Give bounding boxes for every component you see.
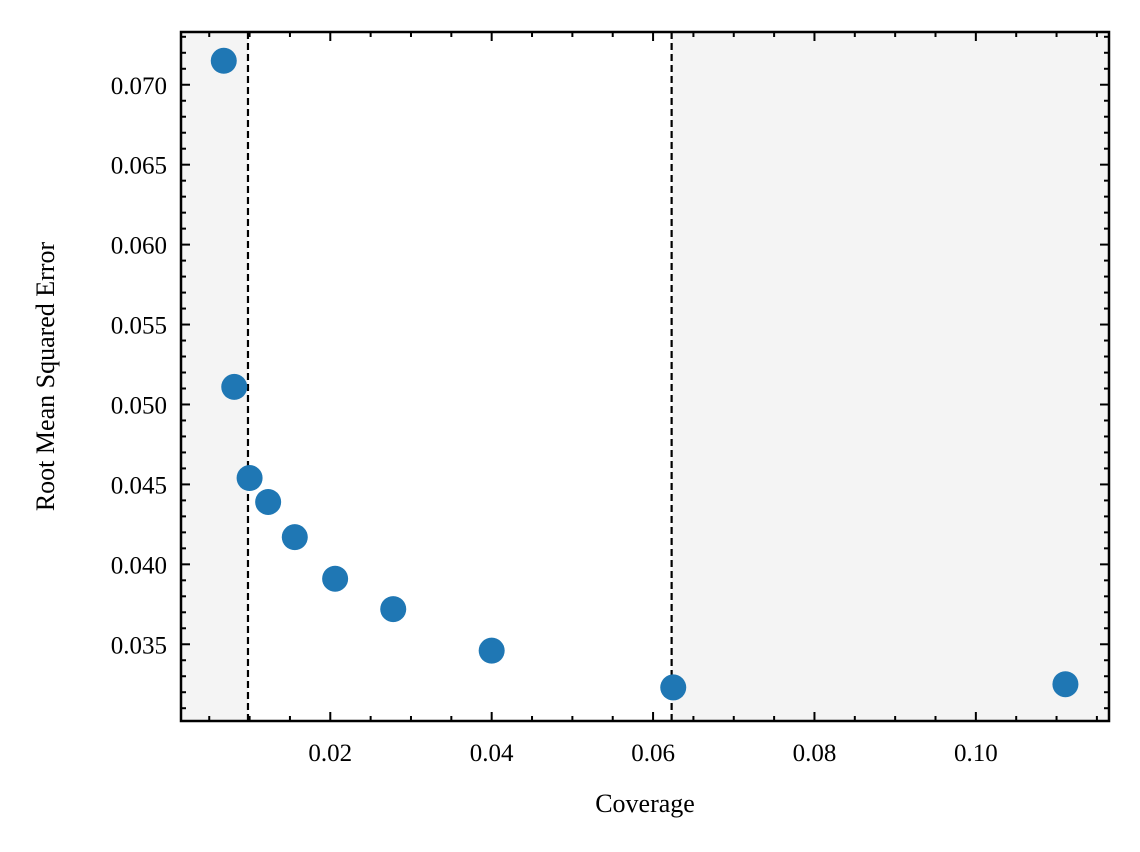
x-tick-label: 0.08 xyxy=(793,740,837,767)
threshold-lines xyxy=(246,32,673,721)
data-point xyxy=(236,465,263,492)
data-point xyxy=(380,596,407,623)
y-tick-label: 0.035 xyxy=(111,632,167,659)
data-points xyxy=(210,47,1079,701)
data-point xyxy=(221,373,248,400)
y-tick-label: 0.050 xyxy=(111,392,167,419)
x-axis-title: Coverage xyxy=(595,789,695,818)
x-tick-label: 0.10 xyxy=(954,740,998,767)
shaded-region-1 xyxy=(671,32,1109,721)
data-point xyxy=(210,47,237,74)
data-point xyxy=(660,674,687,701)
y-tick-label: 0.060 xyxy=(111,233,167,260)
data-point xyxy=(478,637,505,664)
x-tick-label: 0.02 xyxy=(308,740,352,767)
shaded-regions xyxy=(181,32,1109,721)
y-axis-title: Root Mean Squared Error xyxy=(31,242,60,512)
x-tick-label: 0.04 xyxy=(470,740,514,767)
data-point xyxy=(255,488,282,515)
tick-labels: 0.02 0.04 0.06 0.08 0.10 0.035 0.040 0.045 0.050… xyxy=(111,73,998,767)
data-point xyxy=(322,565,349,592)
y-tick-label: 0.040 xyxy=(111,552,167,579)
x-tick-label: 0.06 xyxy=(631,740,675,767)
data-point xyxy=(281,524,308,551)
data-point xyxy=(1052,671,1079,698)
y-tick-label: 0.065 xyxy=(111,153,167,180)
plot-frame xyxy=(179,30,1111,723)
y-tick-label: 0.055 xyxy=(111,313,167,340)
y-tick-label: 0.070 xyxy=(111,73,167,100)
y-tick-label: 0.045 xyxy=(111,472,167,499)
